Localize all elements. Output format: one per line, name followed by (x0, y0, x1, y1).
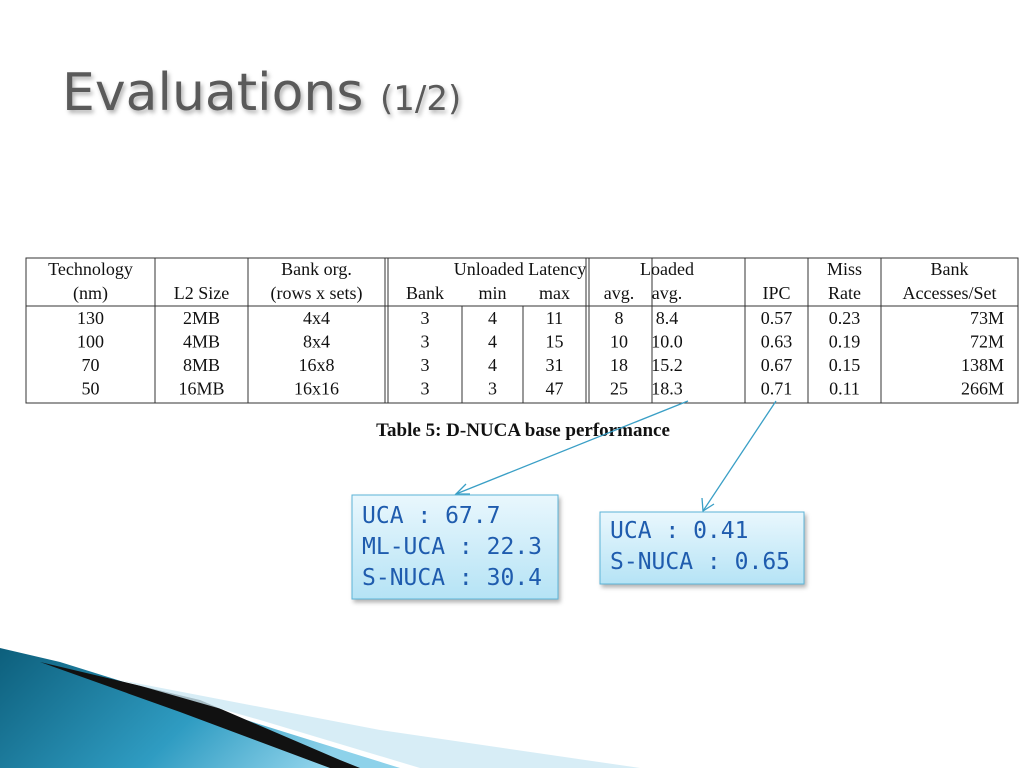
table-cell: 3 (488, 379, 497, 399)
table-caption: Table 5: D-NUCA base performance (376, 420, 670, 441)
table-cell: 0.63 (761, 332, 793, 352)
table-cell: 72M (970, 332, 1004, 352)
table-cell: 18.3 (651, 379, 683, 399)
column-header: min (478, 283, 506, 303)
table-cell: 4MB (183, 332, 220, 352)
table-cell: 73M (970, 308, 1004, 328)
column-header: Technology (48, 259, 133, 279)
callout-box (599, 511, 805, 585)
table-cell: 15 (546, 332, 564, 352)
table-cell: 8MB (183, 355, 220, 375)
table-cell: 3 (421, 308, 430, 328)
table-cell: 130 (77, 308, 104, 328)
table-cell: 3 (421, 332, 430, 352)
table-cell: 16x8 (299, 355, 335, 375)
table-border (25, 257, 1019, 404)
column-header: avg. (652, 283, 683, 303)
table-cell: 0.57 (761, 308, 793, 328)
column-header: Bank (931, 259, 969, 279)
column-header: Rate (828, 283, 861, 303)
callout-text: ML-UCA : 22.3 (362, 534, 542, 560)
column-header: Accesses/Set (903, 283, 997, 303)
callout-text: S-NUCA : 30.4 (362, 565, 542, 591)
table-cell: 4 (488, 308, 497, 328)
table-cell: 100 (77, 332, 104, 352)
table-cell: 266M (961, 379, 1004, 399)
table-cell: 3 (421, 355, 430, 375)
table-cell: 18 (610, 355, 628, 375)
table-cell: 15.2 (651, 355, 683, 375)
table-cell: 0.19 (829, 332, 861, 352)
table-cell: 47 (546, 379, 564, 399)
table-cell: 10.0 (651, 332, 683, 352)
column-header: Loaded (640, 259, 694, 279)
slide-title: Evaluations (1/2) (62, 63, 461, 123)
table-cell: 50 (82, 379, 100, 399)
table-cell: 3 (421, 379, 430, 399)
column-header: Bank (406, 283, 444, 303)
table-cell: 8.4 (656, 308, 679, 328)
column-header: IPC (762, 283, 790, 303)
table-cell: 138M (961, 355, 1004, 375)
table-cell: 16x16 (294, 379, 339, 399)
table-cell: 10 (610, 332, 628, 352)
table-cell: 16MB (178, 379, 224, 399)
callout-text: S-NUCA : 0.65 (610, 549, 790, 575)
table-cell: 31 (546, 355, 564, 375)
table-cell: 4x4 (303, 308, 330, 328)
table-cell: 0.67 (761, 355, 793, 375)
table-cell: 8x4 (303, 332, 330, 352)
column-header: Miss (827, 259, 862, 279)
table-cell: 4 (488, 355, 497, 375)
table-cell: 2MB (183, 308, 220, 328)
table-cell: 0.23 (829, 308, 861, 328)
column-header: (nm) (73, 283, 108, 304)
column-header: Bank org. (281, 259, 352, 279)
table-cell: 0.11 (829, 379, 860, 399)
table-cell: 70 (82, 355, 100, 375)
table-cell: 25 (610, 379, 628, 399)
table-cell: 8 (615, 308, 624, 328)
table: Unloaded Latency Technology (nm) L2 Size Ban… (25, 257, 1019, 404)
column-header: max (539, 283, 570, 303)
callout-box (351, 494, 559, 600)
arrows (454, 400, 777, 513)
group-header: Unloaded Latency (454, 259, 586, 279)
column-header: L2 Size (174, 283, 230, 303)
table-cell: 0.15 (829, 355, 861, 375)
column-header: (rows x sets) (271, 283, 363, 304)
table-cell: 11 (546, 308, 563, 328)
table-cell: 0.71 (761, 379, 793, 399)
decoration (0, 648, 640, 768)
column-header: avg. (604, 283, 635, 303)
callout-text: UCA : 67.7 (362, 503, 500, 529)
callout-text: UCA : 0.41 (610, 518, 748, 544)
table-cell: 4 (488, 332, 497, 352)
